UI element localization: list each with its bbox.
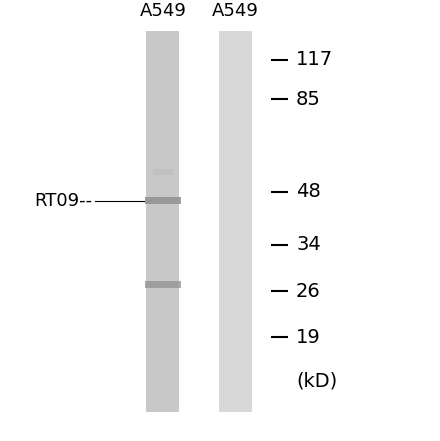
Bar (219, 31, 252, 412)
Text: 26: 26 (296, 281, 321, 301)
Text: (kD): (kD) (296, 372, 337, 391)
Text: RT09--: RT09-- (34, 192, 92, 209)
Text: 85: 85 (296, 90, 321, 109)
Bar (153, 169, 173, 175)
Text: A549: A549 (212, 2, 259, 20)
Bar (147, 31, 180, 412)
Text: A549: A549 (139, 2, 186, 20)
Text: 117: 117 (296, 50, 333, 69)
Bar (145, 197, 181, 204)
Text: 19: 19 (296, 328, 321, 347)
Text: 34: 34 (296, 235, 321, 254)
Text: 48: 48 (296, 182, 321, 202)
Bar (145, 281, 181, 288)
